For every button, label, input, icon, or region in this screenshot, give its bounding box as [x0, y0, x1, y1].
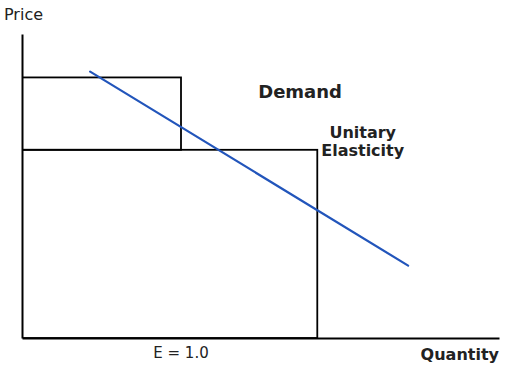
demand-line — [90, 72, 408, 266]
labels: Demand UnitaryElasticity E = 1.0 Price Quant… — [4, 5, 500, 364]
x-axis — [23, 338, 500, 339]
rectangle — [22, 150, 317, 338]
annotation: UnitaryElasticity — [321, 123, 404, 160]
annotation: E = 1.0 — [153, 344, 208, 362]
chart: Demand UnitaryElasticity E = 1.0 Price Quant… — [0, 0, 515, 378]
plot: Demand UnitaryElasticity E = 1.0 Price Quant… — [4, 5, 500, 364]
x-axis-label: Quantity — [421, 345, 500, 364]
marks — [22, 72, 408, 338]
y-axis-label: Price — [4, 5, 43, 24]
annotation: Demand — [258, 81, 342, 102]
